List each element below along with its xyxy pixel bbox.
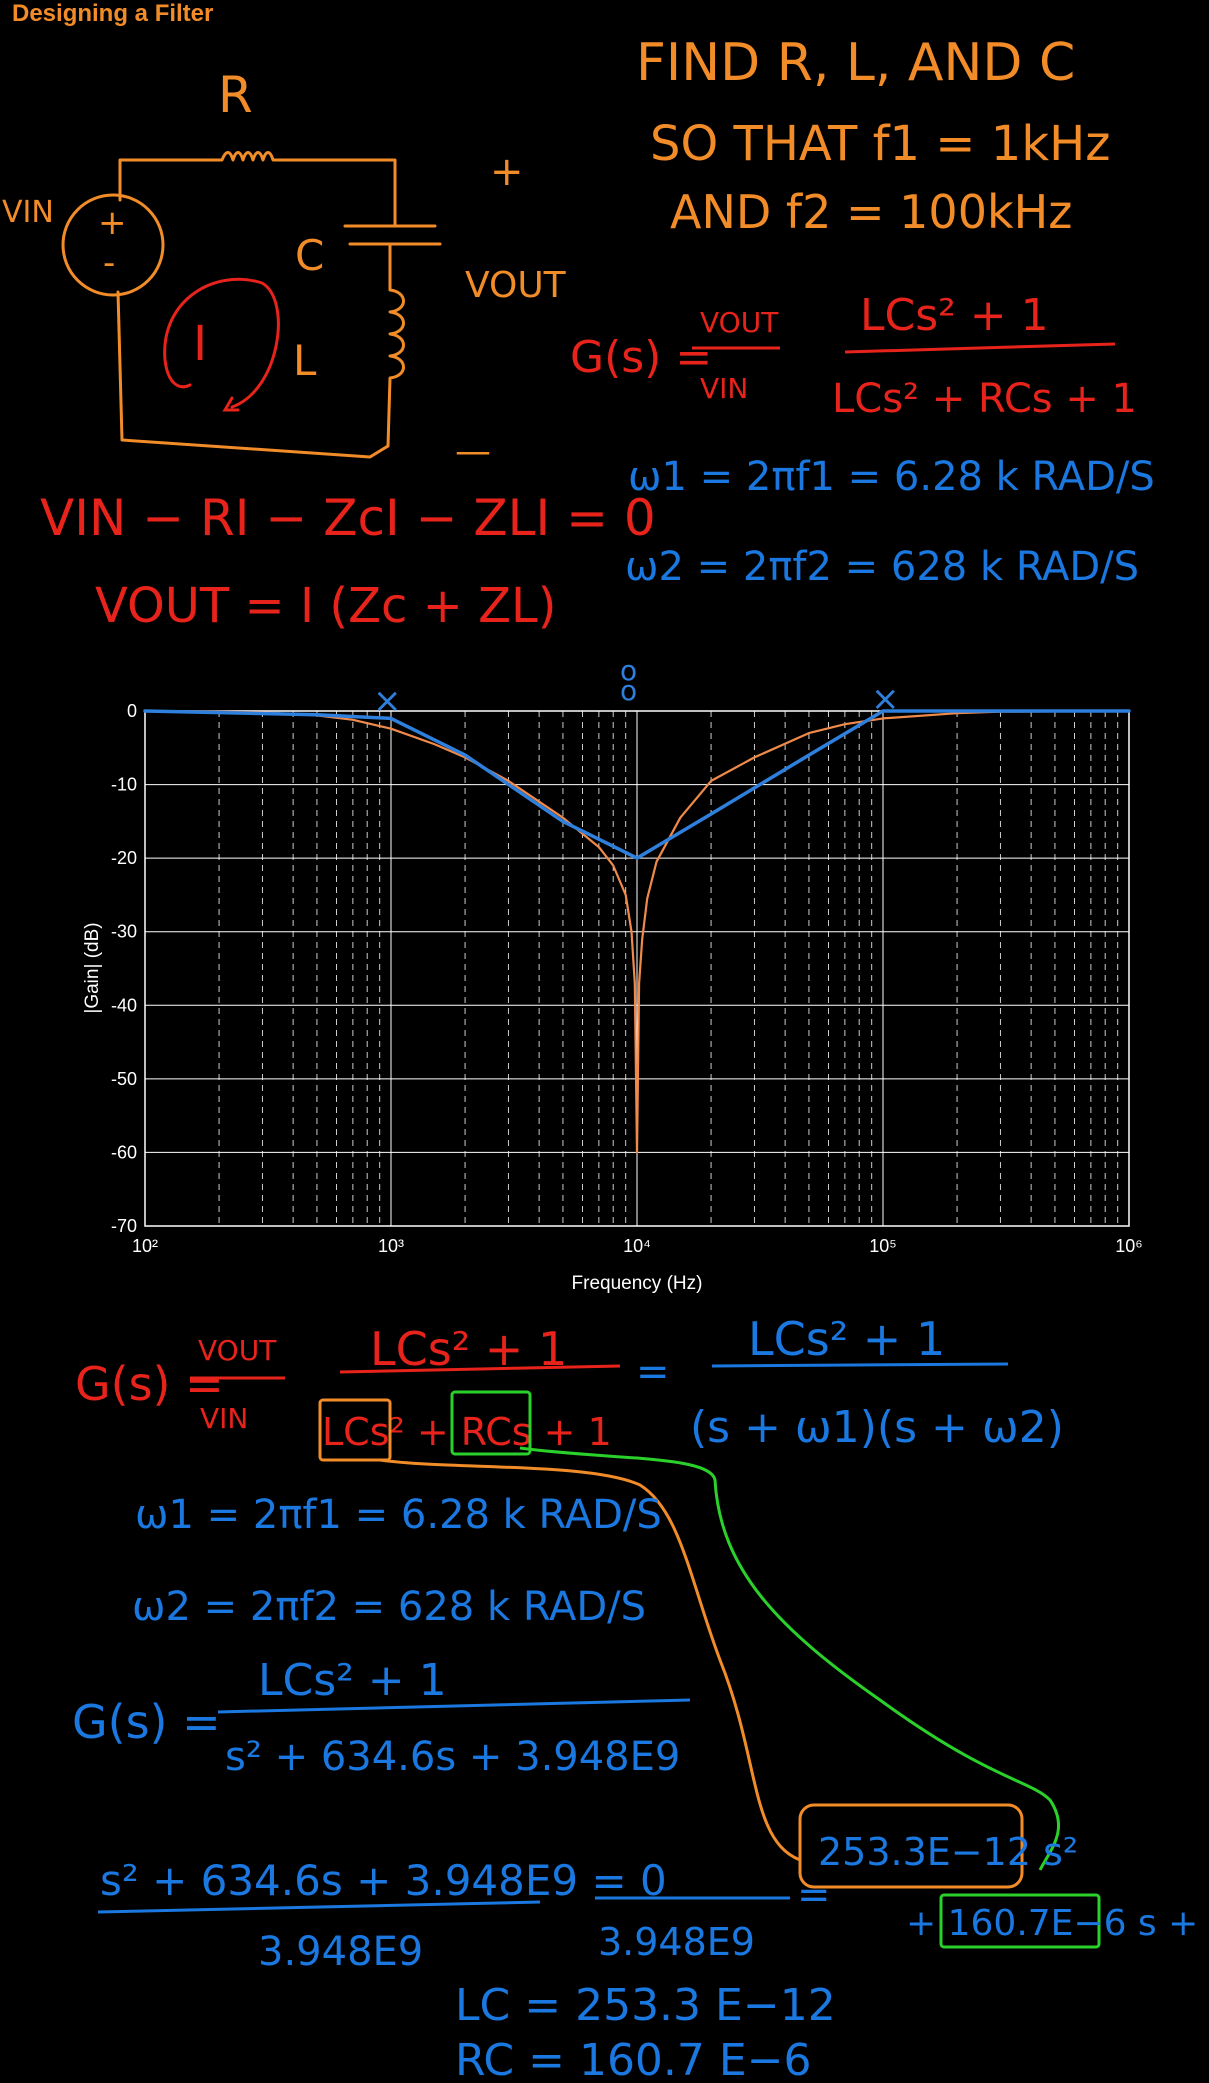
lc-result-box <box>798 1803 1024 1889</box>
chart-x-label: Frequency (Hz) <box>572 1273 703 1294</box>
x-tick-label: 10⁴ <box>623 1236 651 1256</box>
tf-bottom-fraction-bar <box>339 1364 621 1374</box>
x-tick-label: 10⁵ <box>869 1236 896 1256</box>
omega2-bottom: ω2 = 2πf2 = 628 k RAD/S <box>132 1584 646 1630</box>
tf-bottom-lhs: G(s) = <box>75 1357 224 1411</box>
source-minus-label: - <box>103 243 115 283</box>
y-tick-label: -60 <box>111 1142 137 1162</box>
omega2-top: ω2 = 2πf2 = 628 k RAD/S <box>625 544 1139 590</box>
tf-bottom-numerator-2: LCs² + 1 <box>748 1312 945 1366</box>
problem-line-1: FIND R, L, AND C <box>636 33 1075 93</box>
tf-bottom-vin: VIN <box>200 1402 248 1435</box>
chart-annotation-1: × <box>373 681 402 721</box>
resistor-label: R <box>218 66 253 124</box>
tf-bottom-denominator: LCs² + RCs + 1 <box>322 1410 612 1454</box>
lc-highlight-box <box>318 1398 392 1462</box>
normalization-result-a: 253.3E−12 s² <box>818 1830 1078 1874</box>
page-title: Designing a Filter <box>12 0 214 27</box>
chart-annotation-3: × <box>871 679 900 719</box>
normalization-bar-left <box>97 1900 541 1914</box>
gs-expanded-lhs: G(s) = <box>72 1695 221 1749</box>
x-tick-label: 10² <box>132 1236 158 1256</box>
gain-curve-line <box>143 709 1131 1154</box>
y-tick-label: -40 <box>111 995 137 1015</box>
kvl-line-2: VOUT = I (Zc + ZL) <box>95 578 556 634</box>
result-rc: RC = 160.7 E−6 <box>455 2035 812 2083</box>
capacitor-symbol <box>343 224 442 246</box>
bottom-wire <box>116 290 390 459</box>
tf-bottom-equals: = <box>636 1349 670 1395</box>
tf-top-fraction-bar <box>844 342 1116 354</box>
normalization-numerator: s² + 634.6s + 3.948E9 = 0 <box>100 1856 667 1905</box>
result-lc: LC = 253.3 E−12 <box>455 1980 836 2031</box>
x-tick-label: 10⁶ <box>1115 1236 1142 1256</box>
y-tick-label: -70 <box>111 1216 137 1236</box>
capacitor-label: C <box>295 231 324 280</box>
y-tick-label: -20 <box>111 848 137 868</box>
gs-expanded-fraction-bar <box>217 1698 691 1714</box>
tf-top-lhs: G(s) = <box>570 332 712 383</box>
chart-y-label: |Gain| (dB) <box>82 922 103 1013</box>
omega1-top: ω1 = 2πf1 = 6.28 k RAD/S <box>628 454 1155 500</box>
resistor-symbol <box>118 151 397 227</box>
tf-bottom-fraction-bar-2 <box>711 1362 1009 1368</box>
y-tick-label: -10 <box>111 775 137 795</box>
problem-line-3: AND f2 = 100kHz <box>670 185 1072 239</box>
tf-bottom-vout: VOUT <box>198 1334 277 1367</box>
normalization-divisor-right: 3.948E9 <box>598 1920 755 1964</box>
vin-label: VIN <box>2 195 54 230</box>
vout-minus-sign: — <box>455 431 491 472</box>
inductor-label: L <box>293 336 317 385</box>
loop-current-label: I <box>193 316 207 372</box>
normalization-result-b: + 160.7E−6 s + 1 <box>906 1903 1209 1944</box>
omega1-bottom: ω1 = 2πf1 = 6.28 k RAD/S <box>135 1492 662 1538</box>
gs-expanded-numerator: LCs² + 1 <box>258 1655 447 1706</box>
lc-connector-line <box>379 1458 801 1862</box>
chart-annotation-2b: o <box>620 674 637 707</box>
asymptote-sketch-line <box>143 709 1131 860</box>
y-tick-labels: 0 -10 -20 -30 -40 -50 -60 -70 <box>111 701 137 1236</box>
vout-label: VOUT <box>465 265 567 306</box>
tf-top-numerator: LCs² + 1 <box>860 290 1049 341</box>
rc-connector-line <box>519 1446 1061 1871</box>
circuit-diagram <box>61 151 442 459</box>
y-tick-label: 0 <box>127 701 137 721</box>
rc-highlight-box <box>450 1390 532 1456</box>
y-tick-label: -30 <box>111 922 137 942</box>
rc-result-box <box>939 1893 1101 1949</box>
tf-top-vin: VIN <box>700 372 748 405</box>
x-tick-label: 10³ <box>378 1236 404 1256</box>
chart-annotation-2: o <box>620 654 637 687</box>
tf-top-denominator: LCs² + RCs + 1 <box>832 376 1137 422</box>
inductor-symbol <box>386 242 405 448</box>
problem-line-2: SO THAT f1 = 1kHz <box>650 116 1110 172</box>
voltage-source <box>61 193 165 297</box>
kvl-line-1: VIN − RI − ZcI − ZLI = 0 <box>40 489 656 547</box>
y-tick-label: -50 <box>111 1069 137 1089</box>
plot-frame <box>144 710 1130 1227</box>
normalization-divisor-left: 3.948E9 <box>258 1929 423 1975</box>
x-tick-labels: 10² 10³ 10⁴ 10⁵ 10⁶ <box>132 1236 1143 1256</box>
bode-chart: 0 -10 -20 -30 -40 -50 -60 -70 10² 10³ 10⁴ 10⁵ 10⁶ F… <box>82 654 1143 1294</box>
series-layer <box>143 709 1131 1154</box>
tf-top-vout: VOUT <box>700 306 779 339</box>
source-plus-label: + <box>98 203 127 243</box>
tf-bottom-denominator-2: (s + ω1)(s + ω2) <box>690 1402 1064 1453</box>
vout-plus-sign: + <box>490 149 524 195</box>
loop-current-arrow <box>163 277 280 412</box>
gs-expanded-denominator: s² + 634.6s + 3.948E9 <box>225 1734 680 1780</box>
